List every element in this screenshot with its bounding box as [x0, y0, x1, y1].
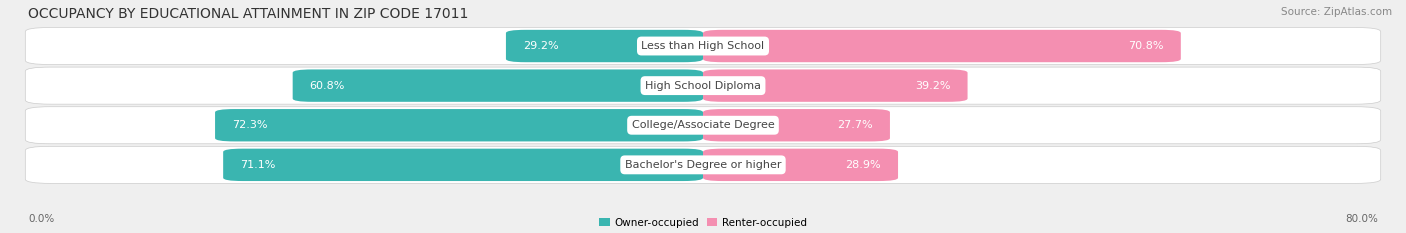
Text: 27.7%: 27.7%	[838, 120, 873, 130]
FancyBboxPatch shape	[703, 69, 967, 102]
FancyBboxPatch shape	[506, 30, 703, 62]
FancyBboxPatch shape	[703, 30, 1181, 62]
Text: Bachelor's Degree or higher: Bachelor's Degree or higher	[624, 160, 782, 170]
Text: Less than High School: Less than High School	[641, 41, 765, 51]
Text: College/Associate Degree: College/Associate Degree	[631, 120, 775, 130]
Text: 0.0%: 0.0%	[28, 214, 55, 224]
Text: 71.1%: 71.1%	[240, 160, 276, 170]
Text: Source: ZipAtlas.com: Source: ZipAtlas.com	[1281, 7, 1392, 17]
FancyBboxPatch shape	[292, 69, 703, 102]
Text: OCCUPANCY BY EDUCATIONAL ATTAINMENT IN ZIP CODE 17011: OCCUPANCY BY EDUCATIONAL ATTAINMENT IN Z…	[28, 7, 468, 21]
Text: 72.3%: 72.3%	[232, 120, 267, 130]
FancyBboxPatch shape	[25, 146, 1381, 183]
Text: 80.0%: 80.0%	[1346, 214, 1378, 224]
FancyBboxPatch shape	[25, 67, 1381, 104]
FancyBboxPatch shape	[25, 107, 1381, 144]
FancyBboxPatch shape	[703, 149, 898, 181]
Legend: Owner-occupied, Renter-occupied: Owner-occupied, Renter-occupied	[599, 218, 807, 228]
FancyBboxPatch shape	[25, 27, 1381, 65]
FancyBboxPatch shape	[215, 109, 703, 141]
Text: 39.2%: 39.2%	[915, 81, 950, 91]
Text: High School Diploma: High School Diploma	[645, 81, 761, 91]
Text: 70.8%: 70.8%	[1129, 41, 1164, 51]
FancyBboxPatch shape	[703, 109, 890, 141]
Text: 60.8%: 60.8%	[309, 81, 344, 91]
Text: 29.2%: 29.2%	[523, 41, 558, 51]
Text: 28.9%: 28.9%	[845, 160, 882, 170]
FancyBboxPatch shape	[224, 149, 703, 181]
